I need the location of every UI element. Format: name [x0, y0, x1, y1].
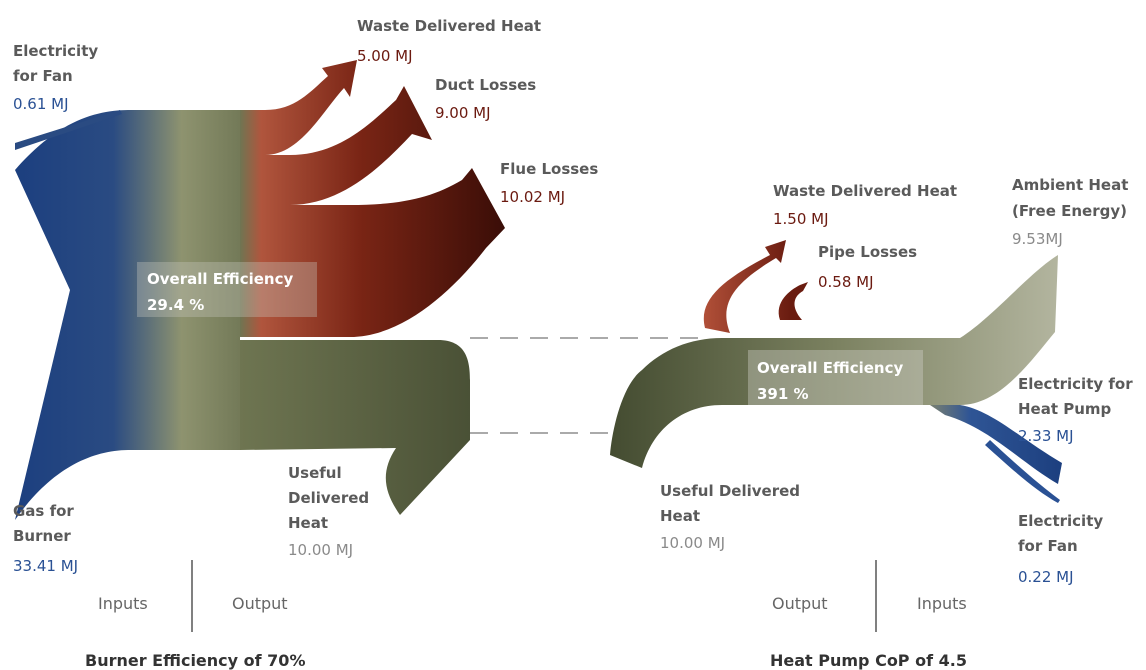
value: 2.33 MJ [1018, 427, 1074, 445]
heat-pump-electricity [930, 405, 1062, 484]
value: 10.02 MJ [500, 188, 565, 206]
value: 1.50 MJ [773, 210, 829, 228]
value: 10.00 MJ [660, 534, 725, 552]
flue-arrow [240, 168, 505, 337]
efficiency-label: Overall Efficiency [757, 359, 903, 377]
label: Useful [288, 464, 342, 482]
waste-arrow-small [703, 240, 786, 333]
label: Duct Losses [435, 76, 536, 94]
value: 0.58 MJ [818, 273, 874, 291]
axis-label: Inputs [98, 594, 148, 613]
fan-input-band [15, 110, 122, 150]
efficiency-box [137, 262, 317, 317]
label: Gas for [13, 502, 74, 520]
fan-electricity [985, 440, 1060, 503]
value: 5.00 MJ [357, 47, 413, 65]
label: Heat [288, 514, 328, 532]
caption: Heat Pump CoP of 4.5 [770, 651, 967, 670]
label: Ambient Heat [1012, 176, 1128, 194]
value: 10.00 MJ [288, 541, 353, 559]
label: Waste Delivered Heat [357, 17, 541, 35]
label: Useful Delivered [660, 482, 800, 500]
gas-input-band [15, 110, 240, 520]
label: Heat [660, 507, 700, 525]
label: for Fan [13, 67, 73, 85]
label: Electricity [13, 42, 98, 60]
axis-label: Output [772, 594, 828, 613]
value: 33.41 MJ [13, 557, 78, 575]
duct-arrow [240, 86, 432, 205]
label: Burner [13, 527, 71, 545]
label: Delivered [288, 489, 369, 507]
useful-band [240, 340, 470, 515]
axis-label: Output [232, 594, 288, 613]
label: Electricity for [1018, 375, 1133, 393]
value: 0.61 MJ [13, 95, 69, 113]
heat-pump-band [610, 255, 1058, 468]
efficiency-value: 29.4 % [147, 296, 204, 314]
label: Pipe Losses [818, 243, 917, 261]
label: Flue Losses [500, 160, 598, 178]
efficiency-value: 391 % [757, 385, 809, 403]
label: (Free Energy) [1012, 202, 1127, 220]
waste-arrow [240, 60, 357, 155]
label: for Fan [1018, 537, 1078, 555]
label: Electricity [1018, 512, 1103, 530]
label: Waste Delivered Heat [773, 182, 957, 200]
efficiency-label: Overall Efficiency [147, 270, 293, 288]
value: 9.00 MJ [435, 104, 491, 122]
value: 9.53MJ [1012, 230, 1063, 248]
value: 0.22 MJ [1018, 568, 1074, 586]
axis-label: Inputs [917, 594, 967, 613]
pipe-arrow [778, 282, 808, 320]
caption: Burner Efficiency of 70% [85, 651, 305, 670]
label: Heat Pump [1018, 400, 1112, 418]
efficiency-box [748, 350, 923, 405]
